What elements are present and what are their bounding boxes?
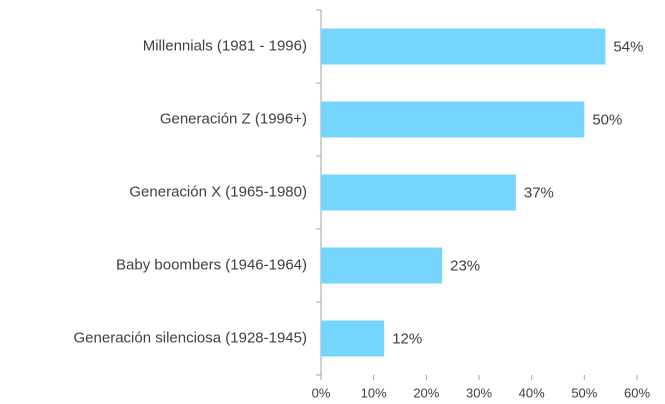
data-label: 54% (613, 38, 643, 55)
bar (321, 247, 443, 284)
data-label: 50% (592, 111, 622, 128)
x-tick-label: 10% (361, 385, 387, 400)
y-tick-label: Generación X (1965-1980) (129, 183, 307, 200)
x-tick-label: 20% (413, 385, 439, 400)
x-tick-label: 40% (519, 385, 545, 400)
y-tick-label: Generación Z (1996+) (160, 110, 307, 127)
bar (321, 174, 516, 211)
y-tick-label: Millennials (1981 - 1996) (143, 37, 307, 54)
y-tick-label: Generación silenciosa (1928-1945) (74, 329, 307, 346)
y-tick-label: Baby boombers (1946-1964) (116, 256, 307, 273)
x-tick-label: 60% (624, 385, 650, 400)
x-tick-label: 50% (571, 385, 597, 400)
bar (321, 101, 585, 138)
data-label: 12% (392, 330, 422, 347)
data-label: 37% (524, 184, 554, 201)
x-tick-label: 30% (466, 385, 492, 400)
bar (321, 28, 606, 65)
bar (321, 320, 385, 357)
data-label: 23% (450, 257, 480, 274)
x-tick-label: 0% (312, 385, 331, 400)
